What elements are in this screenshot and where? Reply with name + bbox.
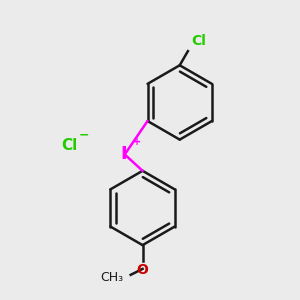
- Text: −: −: [79, 128, 89, 141]
- Text: Cl: Cl: [61, 138, 77, 153]
- Text: O: O: [136, 263, 148, 277]
- Text: CH₃: CH₃: [100, 271, 123, 284]
- Text: Cl: Cl: [191, 34, 206, 48]
- Text: I: I: [120, 146, 127, 164]
- Text: +: +: [133, 137, 141, 147]
